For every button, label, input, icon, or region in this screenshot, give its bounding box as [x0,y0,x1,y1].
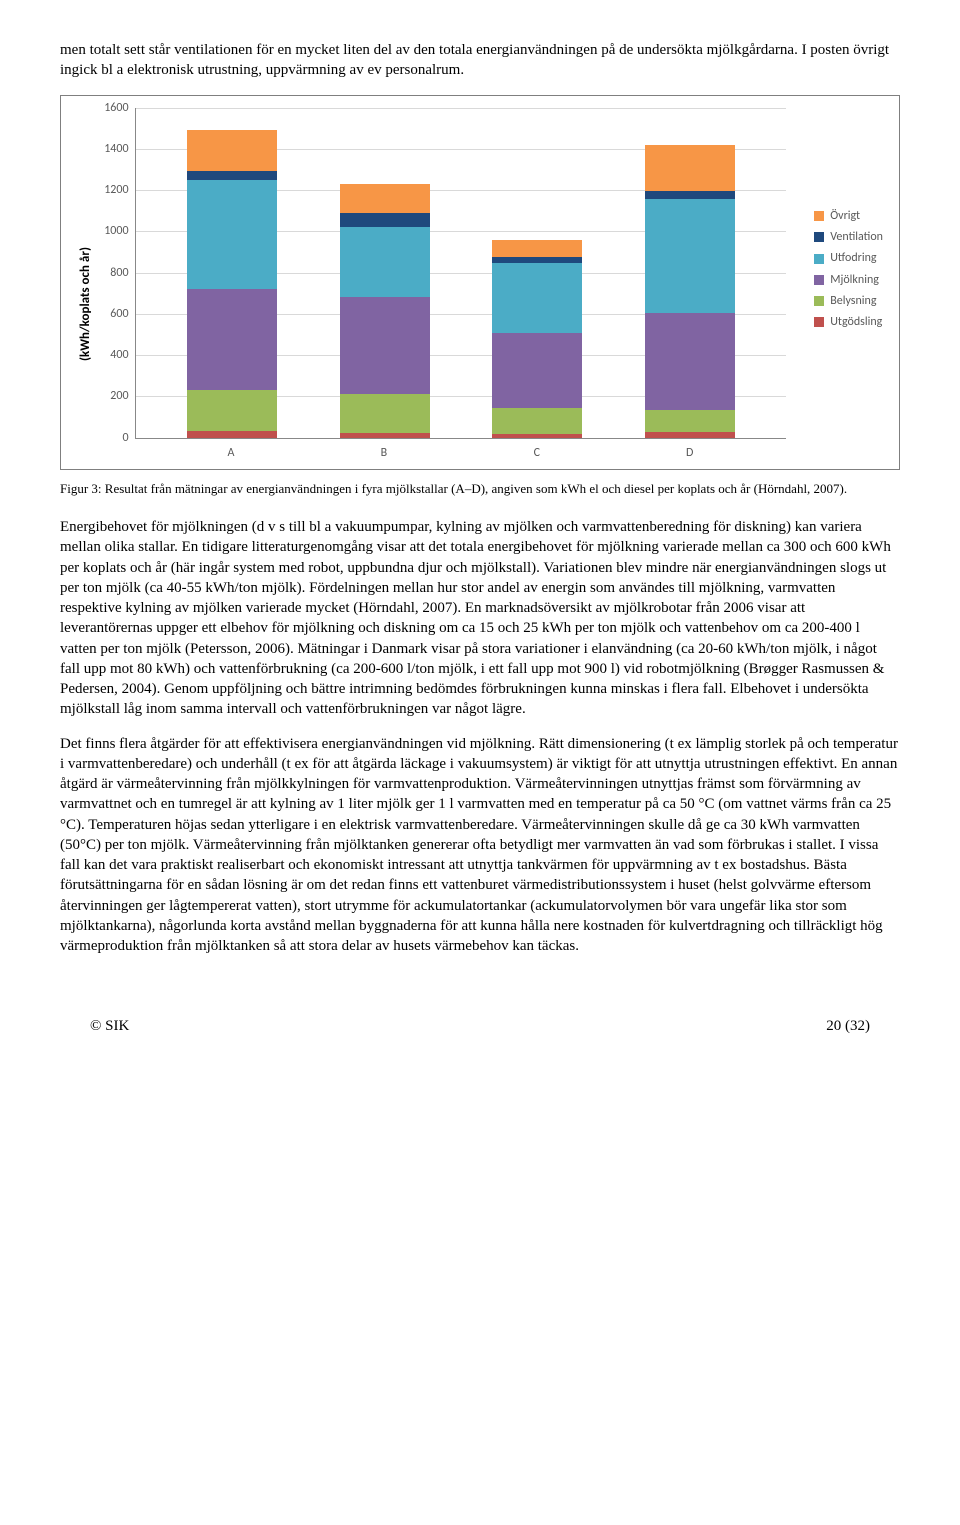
bar-segment-belysning [187,390,277,431]
energy-chart: (kWh/koplats och år) 0 200 400 600 800 1000 12… [77,108,883,461]
bar-segment-mjölkning [645,313,735,410]
legend-item-utgödsling: Utgödsling [814,314,883,330]
legend-label: Övrigt [830,208,860,224]
legend-label: Utfodring [830,250,876,266]
bar-B [340,184,430,438]
legend-label: Ventilation [830,229,883,245]
xtick-label: D [645,445,735,461]
ytick-label: 600 [99,306,129,322]
footer-left: © SIK [90,1016,129,1036]
bar-segment-ventilation [340,213,430,227]
ytick-label: 400 [99,347,129,363]
footer-right: 20 (32) [826,1016,870,1036]
ytick-label: 1000 [99,223,129,239]
bar-segment-belysning [492,408,582,435]
legend-label: Mjölkning [830,272,879,288]
bar-segment-övrigt [340,184,430,213]
legend-swatch [814,211,824,221]
legend-item-mjölkning: Mjölkning [814,272,883,288]
legend-item-övrigt: Övrigt [814,208,883,224]
bar-D [645,145,735,438]
legend-label: Utgödsling [830,314,882,330]
bar-segment-utfodring [187,180,277,289]
bar-segment-utgödsling [340,433,430,437]
ytick-label: 800 [99,264,129,280]
xtick-label: C [492,445,582,461]
bar-segment-mjölkning [492,333,582,407]
bar-A [187,130,277,437]
bar-segment-belysning [645,410,735,433]
bar-segment-övrigt [187,130,277,171]
legend-item-belysning: Belysning [814,293,883,309]
bar-segment-mjölkning [187,289,277,390]
bar-segment-övrigt [492,240,582,258]
energy-chart-frame: (kWh/koplats och år) 0 200 400 600 800 1000 12… [60,95,900,470]
legend-item-ventilation: Ventilation [814,229,883,245]
xtick-label: A [186,445,276,461]
bar-segment-utgödsling [645,432,735,437]
bar-segment-ventilation [645,191,735,199]
ytick-label: 0 [99,429,129,445]
bar-segment-ventilation [187,171,277,179]
legend-item-utfodring: Utfodring [814,250,883,266]
bar-segment-mjölkning [340,297,430,394]
body-paragraph-1: Energibehovet för mjölkningen (d v s til… [60,517,900,720]
legend-label: Belysning [830,293,876,309]
ytick-label: 1600 [99,99,129,115]
bar-C [492,240,582,438]
chart-plot-wrap: 02004006008001000120014001600 ABCD [99,108,797,461]
legend-swatch [814,317,824,327]
chart-ylabel: (kWh/koplats och år) [77,207,95,361]
legend-swatch [814,254,824,264]
intro-paragraph: men totalt sett står ventilationen för e… [60,40,900,81]
ytick-label: 1200 [99,182,129,198]
xtick-label: B [339,445,429,461]
ytick-label: 200 [99,388,129,404]
chart-bars [136,108,787,438]
bar-segment-belysning [340,394,430,433]
page-footer: © SIK 20 (32) [60,1016,900,1036]
body-paragraph-2: Det finns flera åtgärder för att effekti… [60,734,900,957]
chart-caption: Figur 3: Resultat från mätningar av ener… [60,480,900,498]
chart-xticks: A B C D [135,439,787,461]
bar-segment-utgödsling [187,431,277,437]
bar-segment-utfodring [645,199,735,312]
chart-plot [135,108,787,439]
bar-segment-utfodring [492,263,582,333]
bar-segment-övrigt [645,145,735,191]
legend-swatch [814,232,824,242]
bar-segment-utgödsling [492,434,582,437]
chart-legend: Övrigt Ventilation Utfodring Mjölkning Belys… [814,203,883,365]
legend-swatch [814,275,824,285]
ytick-label: 1400 [99,141,129,157]
legend-swatch [814,296,824,306]
bar-segment-utfodring [340,227,430,297]
